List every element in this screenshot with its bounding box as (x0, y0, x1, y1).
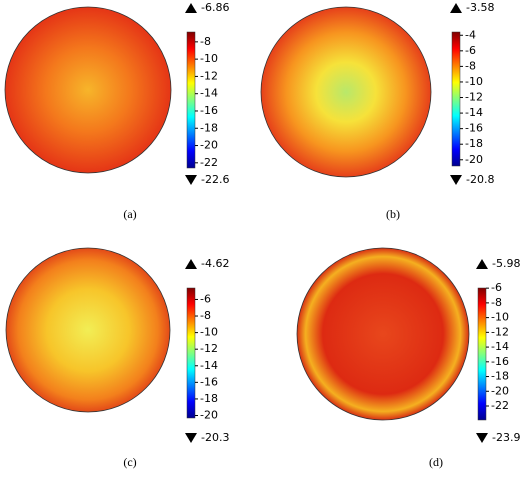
tick-label: -4 (465, 28, 476, 41)
caption: (a) (123, 207, 136, 221)
min-label: -20.3 (201, 431, 229, 444)
tick-label: -20 (200, 139, 218, 152)
tick-label: -6 (200, 292, 211, 305)
tick-label: -18 (491, 370, 509, 383)
caption: (b) (386, 207, 400, 221)
tick-label: -6 (491, 281, 502, 294)
tick-label: -16 (200, 375, 218, 388)
min-label: -22.6 (201, 173, 229, 186)
max-label: -5.98 (492, 257, 520, 270)
tick-label: -12 (465, 91, 483, 104)
tick-label: -16 (465, 122, 483, 135)
min-label: -20.8 (466, 173, 494, 186)
tick-label: -12 (491, 325, 509, 338)
min-arrow (450, 175, 462, 185)
min-arrow (185, 175, 197, 185)
max-label: -6.86 (201, 1, 229, 14)
tick-label: -22 (491, 399, 509, 412)
colorbar (477, 287, 487, 421)
tick-label: -6 (465, 44, 476, 57)
tick-label: -8 (200, 35, 211, 48)
max-label: -3.58 (466, 1, 494, 14)
tick-label: -8 (465, 59, 476, 72)
tick-label: -14 (491, 340, 509, 353)
min-label: -23.9 (492, 431, 520, 444)
min-arrow (185, 433, 197, 443)
tick-label: -22 (200, 156, 218, 169)
tick-label: -10 (200, 52, 218, 65)
tick-label: -10 (200, 326, 218, 339)
tick-label: -8 (200, 309, 211, 322)
tick-label: -12 (200, 342, 218, 355)
tick-label: -18 (200, 392, 218, 405)
colorbar (451, 31, 461, 167)
min-arrow (476, 433, 488, 443)
tick-label: -14 (465, 106, 483, 119)
tick-label: -12 (200, 69, 218, 82)
colorbar (186, 31, 196, 169)
tick-label: -18 (465, 137, 483, 150)
colorbar (186, 287, 196, 419)
field-disk (5, 247, 171, 413)
caption: (d) (429, 455, 443, 469)
tick-label: -16 (491, 355, 509, 368)
max-arrow (450, 3, 462, 13)
tick-label: -18 (200, 121, 218, 134)
max-arrow (185, 259, 197, 269)
tick-label: -16 (200, 104, 218, 117)
max-arrow (476, 259, 488, 269)
tick-label: -10 (465, 75, 483, 88)
field-disk (296, 247, 470, 421)
tick-label: -14 (200, 359, 218, 372)
field-disk (260, 6, 432, 178)
tick-label: -20 (200, 409, 218, 422)
max-arrow (185, 3, 197, 13)
tick-label: -8 (491, 296, 502, 309)
tick-label: -20 (465, 153, 483, 166)
tick-label: -14 (200, 87, 218, 100)
caption: (c) (123, 455, 136, 469)
tick-label: -20 (491, 384, 509, 397)
field-disk (4, 6, 172, 174)
tick-label: -10 (491, 311, 509, 324)
max-label: -4.62 (201, 257, 229, 270)
